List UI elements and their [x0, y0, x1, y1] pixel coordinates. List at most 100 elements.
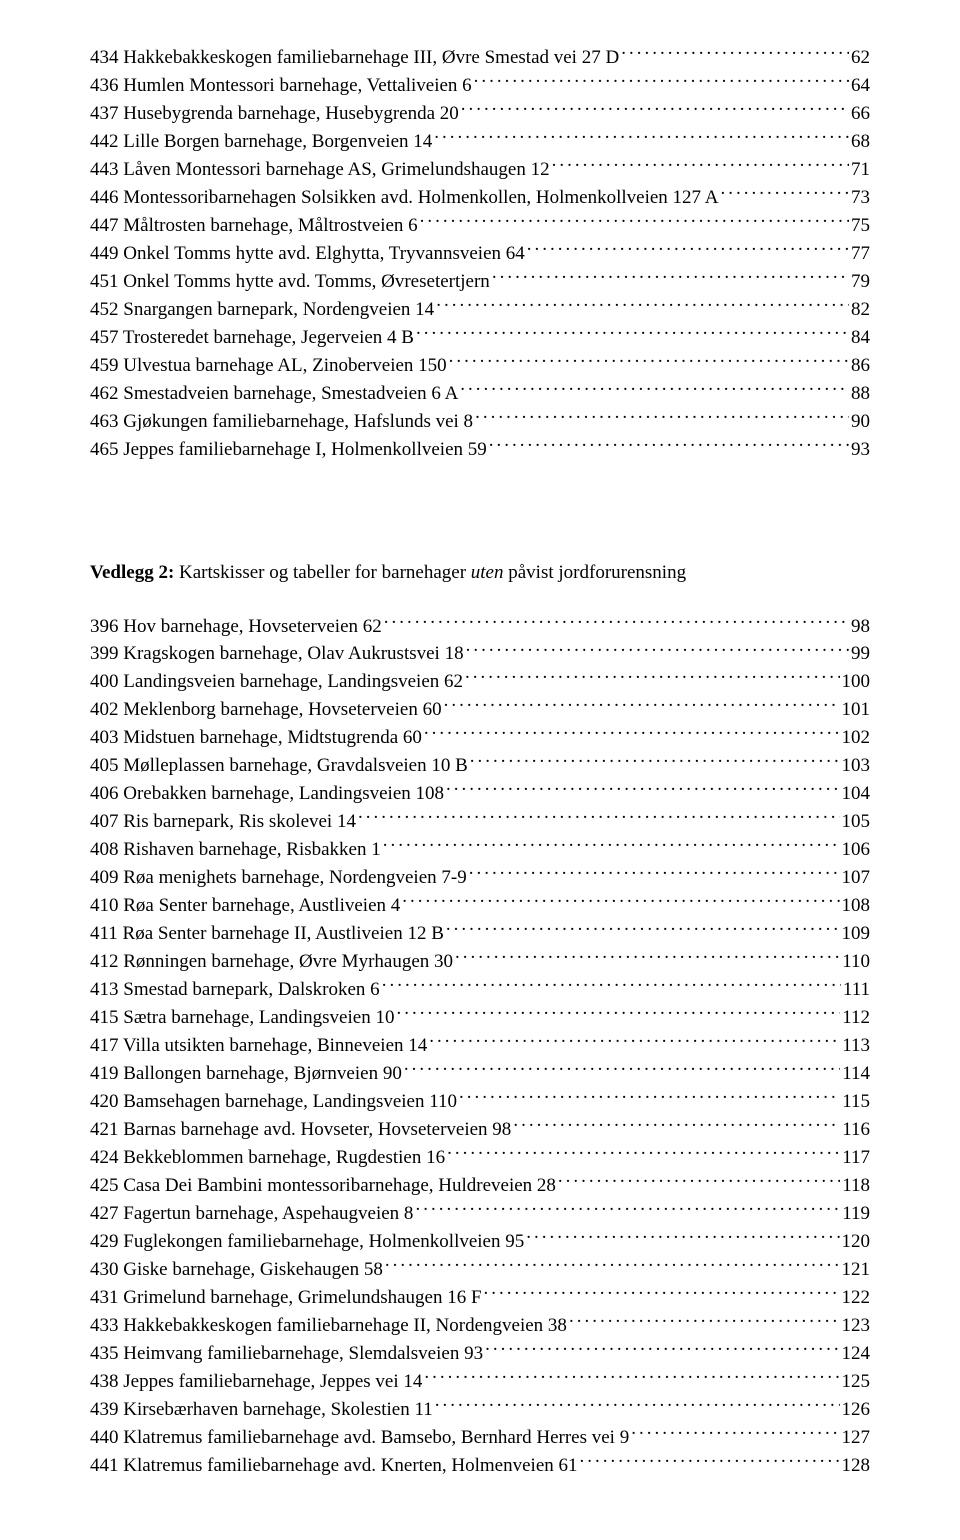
toc-entry-leader — [382, 976, 841, 995]
toc-entry-page: 120 — [842, 1229, 871, 1256]
toc-entry-leader — [569, 1312, 840, 1331]
toc-entry-leader — [526, 1228, 839, 1247]
toc-entry: 431 Grimelund barnehage, Grimelundshauge… — [90, 1284, 870, 1312]
toc-entry: 425 Casa Dei Bambini montessoribarnehage… — [90, 1172, 870, 1200]
toc-entry: 424 Bekkeblommen barnehage, Rugdestien 1… — [90, 1144, 870, 1172]
toc-entry: 435 Heimvang familiebarnehage, Slemdalsv… — [90, 1340, 870, 1368]
toc-entry-label: 405 Mølleplassen barnehage, Gravdalsveie… — [90, 753, 468, 780]
toc-entry-label: 443 Låven Montessori barnehage AS, Grime… — [90, 157, 550, 184]
toc-entry-page: 104 — [842, 781, 871, 808]
toc-entry-label: 409 Røa menighets barnehage, Nordengveie… — [90, 865, 467, 892]
toc-entry-label: 417 Villa utsikten barnehage, Binneveien… — [90, 1033, 427, 1060]
toc-entry: 421 Barnas barnehage avd. Hovseter, Hovs… — [90, 1116, 870, 1144]
toc-entry: 396 Hov barnehage, Hovseterveien 62 98 — [90, 613, 870, 641]
toc-entry: 438 Jeppes familiebarnehage, Jeppes vei … — [90, 1368, 870, 1396]
toc-entry: 451 Onkel Tomms hytte avd. Tomms, Øvrese… — [90, 268, 870, 296]
toc-entry-leader — [446, 780, 839, 799]
toc-entry: 407 Ris barnepark, Ris skolevei 14 105 — [90, 808, 870, 836]
toc-entry-page: 114 — [842, 1061, 870, 1088]
toc-entry-page: 84 — [851, 325, 870, 352]
toc-entry-leader — [424, 724, 840, 743]
toc-entry-leader — [621, 44, 849, 63]
toc-entry-label: 411 Røa Senter barnehage II, Austliveien… — [90, 921, 444, 948]
toc-entry-label: 465 Jeppes familiebarnehage I, Holmenkol… — [90, 437, 487, 464]
toc-entry-label: 420 Bamsehagen barnehage, Landingsveien … — [90, 1089, 457, 1116]
toc-entry: 403 Midstuen barnehage, Midtstugrenda 60… — [90, 724, 870, 752]
toc-entry-leader — [416, 324, 849, 343]
toc-entry-leader — [429, 1032, 840, 1051]
toc-entry-leader — [444, 696, 840, 715]
toc-entry-leader — [484, 1284, 840, 1303]
toc-entry: 419 Ballongen barnehage, Bjørnveien 90 1… — [90, 1060, 870, 1088]
toc-entry-label: 433 Hakkebakkeskogen familiebarnehage II… — [90, 1313, 567, 1340]
toc-entry-label: 402 Meklenborg barnehage, Hovseterveien … — [90, 697, 442, 724]
toc-entry-leader — [469, 864, 840, 883]
toc-entry: 462 Smestadveien barnehage, Smestadveien… — [90, 380, 870, 408]
section-2-bold: Vedlegg 2: — [90, 562, 174, 583]
toc-entry-page: 98 — [851, 614, 870, 641]
toc-entry-page: 77 — [851, 241, 870, 268]
section-2-text-before: Kartskisser og tabeller for barnehager — [174, 562, 471, 583]
toc-entry-label: 447 Måltrosten barnehage, Måltrostveien … — [90, 213, 418, 240]
toc-entry-leader — [631, 1424, 839, 1443]
toc-entry-page: 66 — [851, 101, 870, 128]
toc-entry-page: 108 — [842, 893, 871, 920]
toc-entry-label: 407 Ris barnepark, Ris skolevei 14 — [90, 809, 356, 836]
toc-entry-label: 427 Fagertun barnehage, Aspehaugveien 8 — [90, 1201, 413, 1228]
toc-entry-label: 412 Rønningen barnehage, Øvre Myrhaugen … — [90, 949, 453, 976]
toc-entry: 437 Husebygrenda barnehage, Husebygrenda… — [90, 100, 870, 128]
toc-entry: 400 Landingsveien barnehage, Landingsvei… — [90, 668, 870, 696]
toc-entry-page: 110 — [842, 949, 870, 976]
toc-entry-leader — [527, 240, 849, 259]
toc-entry-leader — [465, 668, 839, 687]
toc-entry-page: 116 — [842, 1117, 870, 1144]
toc-entry-leader — [580, 1452, 840, 1471]
toc-entry: 420 Bamsehagen barnehage, Landingsveien … — [90, 1088, 870, 1116]
toc-entry-leader — [385, 1256, 840, 1275]
toc-entry-page: 124 — [842, 1341, 871, 1368]
toc-entry-label: 424 Bekkeblommen barnehage, Rugdestien 1… — [90, 1145, 445, 1172]
toc-entry-label: 421 Barnas barnehage avd. Hovseter, Hovs… — [90, 1117, 511, 1144]
toc-entry-page: 90 — [851, 409, 870, 436]
toc-entry-label: 434 Hakkebakkeskogen familiebarnehage II… — [90, 45, 619, 72]
toc-entry-page: 62 — [851, 45, 870, 72]
toc-entry-leader — [396, 1004, 840, 1023]
section-2-italic: uten — [471, 562, 504, 583]
toc-entry-leader — [424, 1368, 839, 1387]
toc-entry-label: 462 Smestadveien barnehage, Smestadveien… — [90, 381, 458, 408]
toc-entry-page: 125 — [842, 1369, 871, 1396]
toc-entry-label: 437 Husebygrenda barnehage, Husebygrenda… — [90, 101, 459, 128]
toc-entry-leader — [489, 436, 849, 455]
toc-entry-leader — [415, 1200, 840, 1219]
toc-entry-leader — [435, 1396, 840, 1415]
toc-entry-label: 446 Montessoribarnehagen Solsikken avd. … — [90, 185, 718, 212]
toc-entry: 415 Sætra barnehage, Landingsveien 10 11… — [90, 1004, 870, 1032]
toc-entry-page: 126 — [842, 1397, 871, 1424]
toc-entry-page: 71 — [851, 157, 870, 184]
toc-entry-page: 101 — [842, 697, 871, 724]
toc-entry-label: 413 Smestad barnepark, Dalskroken 6 — [90, 977, 380, 1004]
toc-entry-page: 119 — [842, 1201, 870, 1228]
toc-entry-label: 449 Onkel Tomms hytte avd. Elghytta, Try… — [90, 241, 525, 268]
toc-entry-page: 109 — [842, 921, 871, 948]
toc-entry-label: 457 Trosteredet barnehage, Jegerveien 4 … — [90, 325, 414, 352]
toc-entry-label: 399 Kragskogen barnehage, Olav Aukrustsv… — [90, 641, 464, 668]
toc-entry-leader — [552, 156, 849, 175]
toc-entry-leader — [358, 808, 840, 827]
toc-entry-page: 128 — [842, 1453, 871, 1480]
toc-section-1: 434 Hakkebakkeskogen familiebarnehage II… — [90, 44, 870, 464]
toc-entry-label: 451 Onkel Tomms hytte avd. Tomms, Øvrese… — [90, 269, 490, 296]
toc-entry: 412 Rønningen barnehage, Øvre Myrhaugen … — [90, 948, 870, 976]
toc-entry-leader — [455, 948, 840, 967]
toc-entry-label: 439 Kirsebærhaven barnehage, Skolestien … — [90, 1397, 433, 1424]
toc-entry-page: 123 — [842, 1313, 871, 1340]
toc-entry-page: 107 — [842, 865, 871, 892]
toc-entry-label: 403 Midstuen barnehage, Midtstugrenda 60 — [90, 725, 422, 752]
toc-entry-label: 396 Hov barnehage, Hovseterveien 62 — [90, 614, 382, 641]
toc-entry-page: 64 — [851, 73, 870, 100]
toc-entry-label: 435 Heimvang familiebarnehage, Slemdalsv… — [90, 1341, 483, 1368]
toc-entry-page: 105 — [842, 809, 871, 836]
toc-entry: 402 Meklenborg barnehage, Hovseterveien … — [90, 696, 870, 724]
toc-entry-leader — [492, 268, 849, 287]
toc-entry: 399 Kragskogen barnehage, Olav Aukrustsv… — [90, 640, 870, 668]
